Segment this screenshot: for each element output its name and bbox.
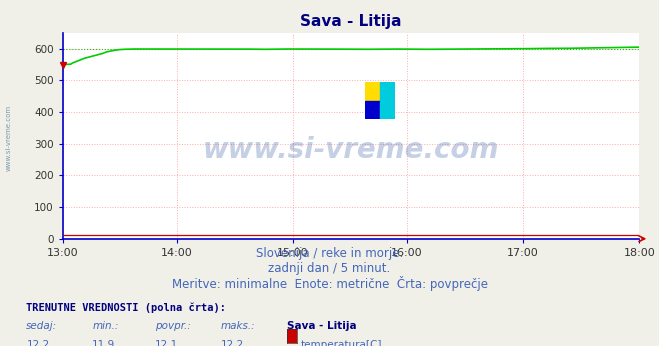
Bar [380,101,395,119]
Text: 12,2: 12,2 [26,340,49,346]
Text: Meritve: minimalne  Enote: metrične  Črta: povprečje: Meritve: minimalne Enote: metrične Črta:… [171,276,488,291]
Text: povpr.:: povpr.: [155,321,190,331]
Text: temperatura[C]: temperatura[C] [301,340,383,346]
Bar [365,82,380,101]
Bar [380,82,395,101]
Text: www.si-vreme.com: www.si-vreme.com [5,105,12,172]
Title: Sava - Litija: Sava - Litija [300,14,402,29]
Text: 12,2: 12,2 [221,340,244,346]
Text: 11,9: 11,9 [92,340,115,346]
Text: Slovenija / reke in morje.: Slovenija / reke in morje. [256,247,403,261]
Text: maks.:: maks.: [221,321,256,331]
Text: www.si-vreme.com: www.si-vreme.com [203,136,499,164]
Text: 12,1: 12,1 [155,340,178,346]
Text: sedaj:: sedaj: [26,321,57,331]
Bar [365,101,380,119]
Text: min.:: min.: [92,321,119,331]
Text: Sava - Litija: Sava - Litija [287,321,357,331]
Text: zadnji dan / 5 minut.: zadnji dan / 5 minut. [268,262,391,275]
Text: TRENUTNE VREDNOSTI (polna črta):: TRENUTNE VREDNOSTI (polna črta): [26,303,226,313]
